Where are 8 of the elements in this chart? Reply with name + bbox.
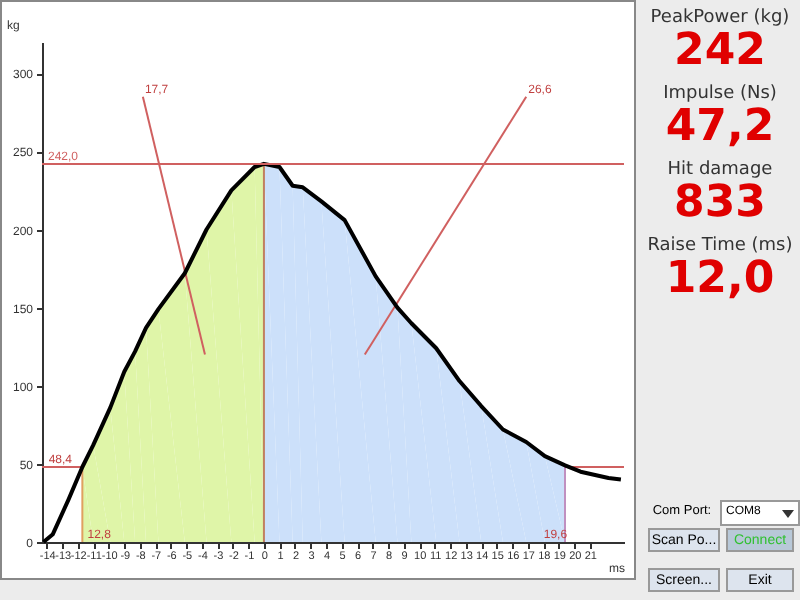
- text: PeakPower (kg): [648, 8, 792, 28]
- text: 833: [672, 178, 768, 228]
- text: Impulse (Ns): [661, 84, 779, 104]
- text: Raise Time (ms): [645, 236, 795, 256]
- text: Hit damage: [665, 160, 775, 180]
- text: 47,2: [663, 102, 777, 152]
- text: 242: [672, 26, 768, 76]
- text: 12,0: [663, 254, 777, 304]
